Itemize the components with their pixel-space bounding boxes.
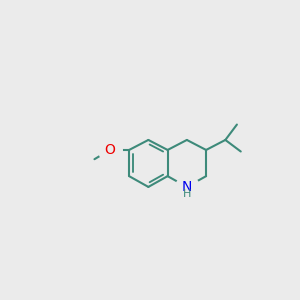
Text: O: O	[104, 143, 115, 157]
Text: N: N	[182, 180, 192, 194]
Text: H: H	[183, 189, 191, 199]
